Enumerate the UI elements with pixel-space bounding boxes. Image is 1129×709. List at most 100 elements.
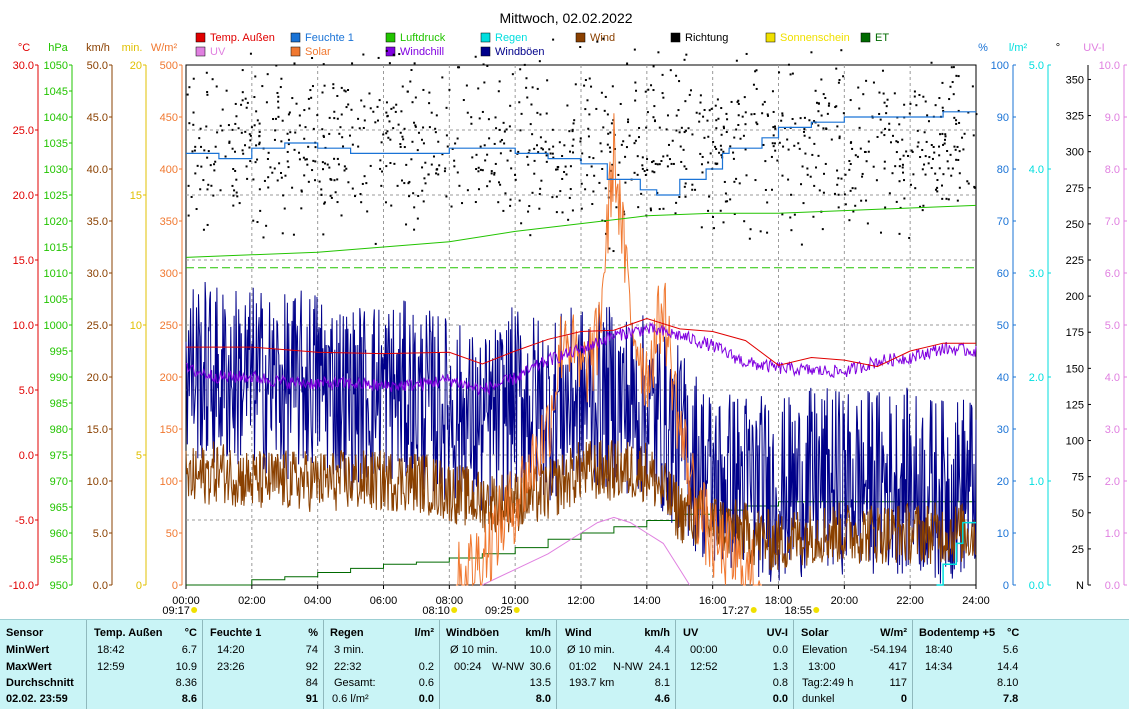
direction-point <box>794 122 797 125</box>
direction-point <box>571 130 574 133</box>
direction-point <box>430 111 433 114</box>
direction-point <box>484 159 487 162</box>
temp-current-value: 8.6 <box>181 693 197 705</box>
direction-point <box>909 183 912 186</box>
direction-point <box>833 192 836 195</box>
direction-point <box>840 177 843 180</box>
direction-point <box>667 143 670 146</box>
direction-point <box>385 111 388 114</box>
sun-icon <box>750 607 757 613</box>
left-axis-tick-label: 1030 <box>44 164 68 176</box>
direction-point <box>509 198 512 201</box>
direction-point <box>265 101 268 104</box>
direction-point <box>210 184 213 187</box>
direction-point <box>474 55 477 58</box>
direction-point <box>342 145 345 148</box>
direction-point <box>568 196 571 199</box>
direction-point <box>505 128 508 131</box>
direction-point <box>840 49 843 52</box>
direction-point <box>234 169 237 172</box>
right-axis-tick-label: 5.0 <box>1105 320 1120 332</box>
direction-point <box>525 77 528 80</box>
right-axis-tick-label: 1.0 <box>1029 476 1044 488</box>
right-axis-tick-label: 3.0 <box>1029 268 1044 280</box>
direction-point <box>394 110 397 113</box>
direction-point <box>707 135 710 138</box>
legend-label: Windböen <box>495 46 545 58</box>
direction-point <box>951 81 954 84</box>
left-axis-tick-label: 15.0 <box>13 255 34 267</box>
direction-point <box>602 126 605 129</box>
direction-point <box>502 209 505 212</box>
direction-point <box>842 75 845 78</box>
direction-point <box>936 179 939 182</box>
solar-unit: W/m² <box>880 627 907 639</box>
left-axis-tick-label: 1015 <box>44 242 68 254</box>
direction-point <box>450 205 453 208</box>
direction-point <box>461 202 464 205</box>
direction-point <box>357 117 360 120</box>
direction-point <box>333 110 336 113</box>
direction-point <box>517 150 520 153</box>
direction-point <box>398 53 401 56</box>
direction-point <box>525 86 528 89</box>
windboeen-current-value: 8.0 <box>535 693 551 705</box>
direction-point <box>778 71 781 74</box>
direction-point <box>343 165 346 168</box>
legend-label: UV <box>210 46 226 58</box>
direction-point <box>269 166 272 169</box>
direction-point <box>755 69 758 72</box>
direction-point <box>231 184 234 187</box>
direction-point <box>200 165 203 168</box>
direction-point <box>458 184 461 187</box>
direction-point <box>762 143 765 146</box>
direction-point <box>958 121 961 124</box>
direction-point <box>628 134 631 137</box>
direction-point <box>479 145 482 148</box>
windboeen-max-time: 00:24 <box>454 661 482 673</box>
direction-point <box>708 195 711 198</box>
direction-point <box>652 89 655 92</box>
direction-point <box>241 149 244 152</box>
direction-point <box>876 135 879 138</box>
direction-point <box>347 181 350 184</box>
direction-point <box>427 173 430 176</box>
direction-point <box>271 171 274 174</box>
direction-point <box>972 134 975 137</box>
direction-point <box>928 156 931 159</box>
direction-point <box>888 122 891 125</box>
left-axis-tick-label: 50 <box>166 528 178 540</box>
direction-point <box>875 179 878 182</box>
regen-column: Regen l/m² 3 min. 22:32 0.2 Gesamt: 0.6 … <box>323 620 440 709</box>
direction-point <box>237 127 240 130</box>
direction-point <box>514 173 517 176</box>
direction-point <box>922 204 925 207</box>
legend-label: Feuchte 1 <box>305 32 354 44</box>
direction-point <box>219 189 222 192</box>
direction-point <box>503 130 506 133</box>
direction-point <box>322 135 325 138</box>
direction-point <box>416 217 419 220</box>
direction-point <box>345 106 348 109</box>
direction-point <box>340 86 343 89</box>
direction-point <box>749 228 752 231</box>
direction-point <box>399 143 402 146</box>
direction-point <box>471 156 474 159</box>
direction-point <box>851 187 854 190</box>
direction-point <box>376 119 379 122</box>
direction-point <box>662 155 665 158</box>
direction-point <box>699 152 702 155</box>
direction-point <box>403 182 406 185</box>
direction-point <box>776 159 779 162</box>
direction-point <box>244 97 247 100</box>
direction-point <box>382 133 385 136</box>
left-axis-tick-label: 250 <box>160 320 178 332</box>
left-axis-tick-label: 5.0 <box>19 385 34 397</box>
solar-avg-value: 117 <box>889 677 907 689</box>
left-axis-tick-label: 15.0 <box>87 424 108 436</box>
regen-unit: l/m² <box>414 627 434 639</box>
direction-point <box>539 113 542 116</box>
direction-point <box>883 167 886 170</box>
direction-point <box>685 53 688 56</box>
direction-point <box>478 117 481 120</box>
